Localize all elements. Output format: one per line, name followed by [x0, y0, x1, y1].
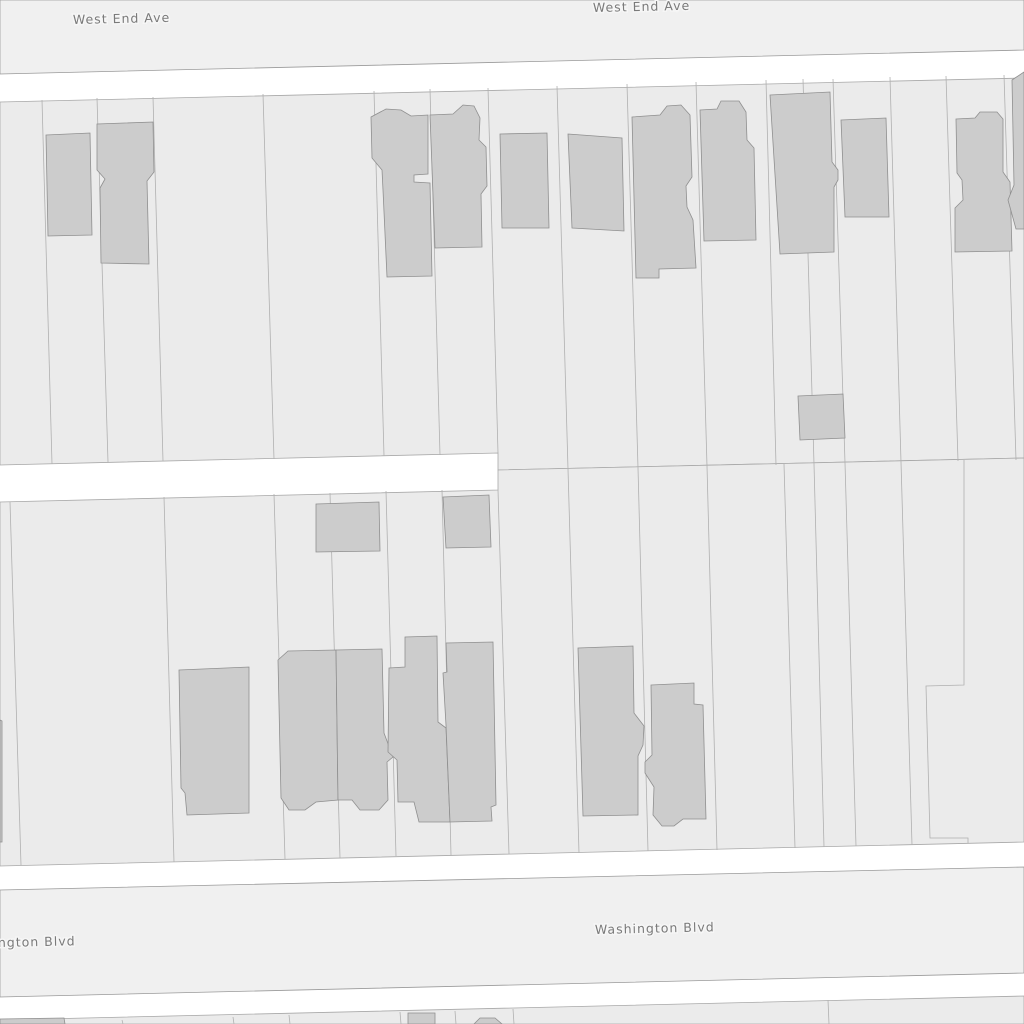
lot-line: [556, 85, 569, 470]
lot-line: [163, 496, 175, 863]
lot-line: [765, 79, 777, 466]
building-footprint: [370, 108, 433, 278]
lot-line: [889, 76, 902, 463]
parcel-block-bottom: [0, 995, 1024, 1024]
lot-line: [626, 83, 639, 469]
building-footprint: [769, 91, 839, 255]
street-label-west-end-ave-left: West End Ave: [73, 10, 171, 27]
building-footprint: [442, 641, 497, 823]
street-label-washington-blvd-partial: ngton Blvd: [0, 933, 76, 950]
lot-line: [262, 93, 275, 460]
building-footprint: [315, 501, 381, 553]
lot-line: [1003, 74, 1017, 461]
building-footprint: [178, 666, 250, 816]
washington-blvd-road: [0, 866, 1024, 998]
building-footprint: [499, 132, 550, 229]
lot-line: [567, 468, 580, 854]
building-footprint: [0, 719, 3, 843]
lot-line: [827, 999, 830, 1024]
lot-line: [121, 1019, 124, 1024]
west-end-ave-road: [0, 0, 1024, 75]
lot-lines: [9, 74, 1017, 1024]
building-footprint: [644, 682, 707, 827]
lot-line: [497, 489, 510, 855]
building-footprint: [797, 393, 846, 441]
lot-line: [706, 465, 718, 851]
lot-line: [695, 81, 708, 467]
building-footprint: [840, 117, 890, 218]
building-footprint: [96, 121, 155, 265]
lot-line: [41, 99, 53, 465]
lot-line: [945, 75, 959, 462]
street-label-washington-blvd: Washington Blvd: [595, 919, 715, 937]
building-footprint: [631, 104, 697, 279]
building-footprint: [567, 133, 625, 232]
building-footprint: [429, 104, 488, 249]
lot-line: [844, 462, 857, 847]
lot-line: [288, 1014, 291, 1024]
building-footprint: [473, 1017, 503, 1024]
lot-line: [925, 460, 969, 843]
building-footprint: [577, 645, 645, 817]
lot-line: [637, 467, 649, 852]
lot-line: [399, 1011, 402, 1024]
street-label-west-end-ave-right: West End Ave: [593, 0, 691, 15]
building-footprint: [407, 1012, 436, 1024]
building-footprint: [277, 649, 339, 811]
lot-line: [783, 463, 796, 849]
building-footprint: [954, 111, 1013, 253]
lot-line: [454, 1010, 457, 1024]
lot-line: [152, 96, 164, 462]
building-footprint: [442, 494, 492, 549]
building-footprint: [335, 648, 394, 811]
lot-line: [487, 87, 499, 454]
parcel-block-lower-left: [0, 457, 1024, 867]
building-footprint: [699, 100, 757, 242]
lot-line: [9, 501, 22, 866]
building-footprint: [1007, 71, 1024, 230]
building-footprint: [0, 1017, 66, 1024]
lot-line: [232, 1016, 235, 1024]
lot-line: [813, 463, 825, 848]
lot-line: [900, 461, 913, 846]
buildings: [0, 71, 1024, 1024]
lot-line: [512, 1008, 515, 1024]
building-footprint: [45, 132, 93, 237]
